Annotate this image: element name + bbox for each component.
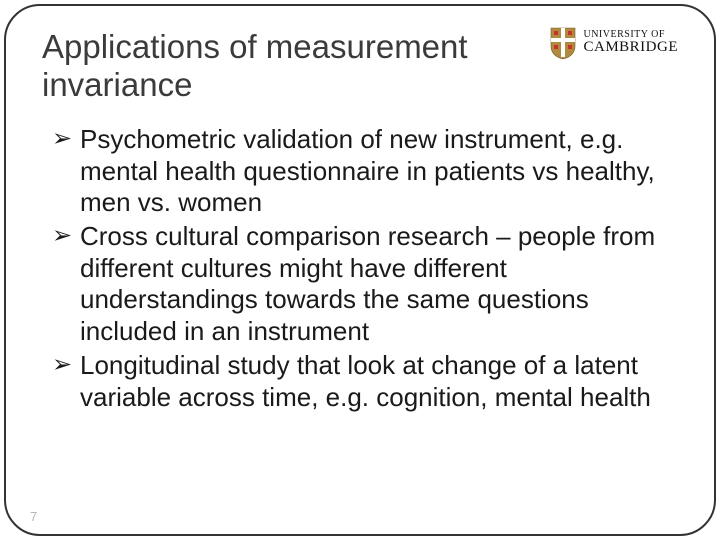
list-item: Psychometric validation of new instrumen… (52, 124, 678, 219)
slide-number: 7 (30, 509, 37, 524)
bullet-list: Psychometric validation of new instrumen… (42, 124, 678, 413)
university-logo: UNIVERSITY OF CAMBRIDGE (549, 26, 678, 60)
slide-title: Applications of measurement invariance (42, 28, 549, 104)
slide-frame: Applications of measurement invariance U… (4, 4, 716, 536)
list-item: Cross cultural comparison research – peo… (52, 221, 678, 348)
list-item: Longitudinal study that look at change o… (52, 350, 678, 413)
shield-icon (549, 26, 577, 60)
header-row: Applications of measurement invariance U… (42, 28, 678, 104)
university-name: UNIVERSITY OF CAMBRIDGE (583, 30, 678, 56)
university-bottom-label: CAMBRIDGE (583, 40, 678, 56)
